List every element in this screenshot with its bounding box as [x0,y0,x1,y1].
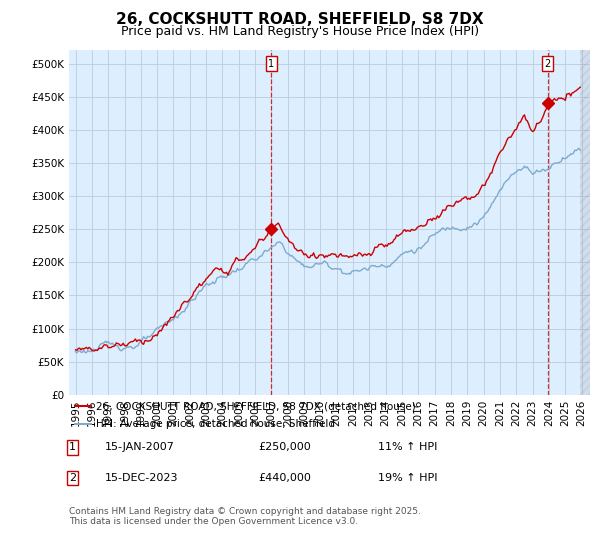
Text: 1: 1 [69,442,76,452]
Text: 15-JAN-2007: 15-JAN-2007 [105,442,175,452]
Bar [580,50,590,395]
Text: HPI: Average price, detached house, Sheffield: HPI: Average price, detached house, Shef… [96,419,335,430]
Text: 11% ↑ HPI: 11% ↑ HPI [378,442,437,452]
Text: 1: 1 [268,59,275,69]
Text: 15-DEC-2023: 15-DEC-2023 [105,473,179,483]
Text: Contains HM Land Registry data © Crown copyright and database right 2025.
This d: Contains HM Land Registry data © Crown c… [69,507,421,526]
Text: 26, COCKSHUTT ROAD, SHEFFIELD, S8 7DX (detached house): 26, COCKSHUTT ROAD, SHEFFIELD, S8 7DX (d… [96,401,416,411]
Text: 2: 2 [69,473,76,483]
Text: 2: 2 [544,59,551,69]
Text: 19% ↑ HPI: 19% ↑ HPI [378,473,437,483]
Text: £250,000: £250,000 [258,442,311,452]
Text: £440,000: £440,000 [258,473,311,483]
Text: 26, COCKSHUTT ROAD, SHEFFIELD, S8 7DX: 26, COCKSHUTT ROAD, SHEFFIELD, S8 7DX [116,12,484,27]
Text: Price paid vs. HM Land Registry's House Price Index (HPI): Price paid vs. HM Land Registry's House … [121,25,479,38]
